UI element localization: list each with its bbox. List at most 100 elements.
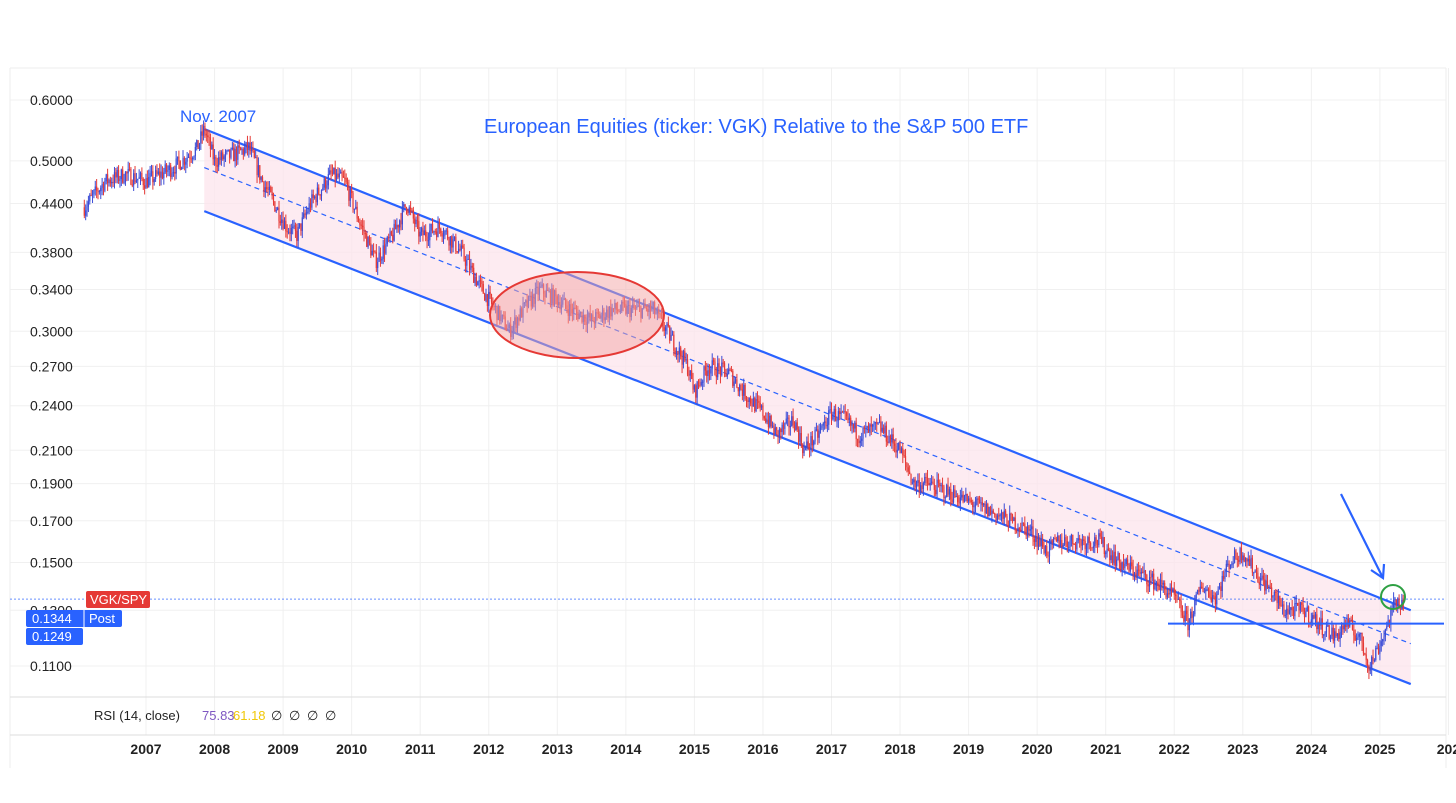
y-axis-tick-labels: 0.6000 0.5000 0.4400 0.3800 0.3400 0.3000 0.27… — [30, 92, 73, 674]
candle-body — [437, 223, 439, 237]
candle-body — [234, 149, 236, 162]
candle-body — [681, 356, 683, 365]
candle-body — [1058, 535, 1060, 547]
candle-body — [401, 206, 403, 225]
candle-body — [808, 447, 811, 450]
candle-body — [463, 247, 465, 260]
candle-body — [1368, 665, 1370, 671]
candle-body — [198, 143, 201, 149]
rsi-empty-mark-2: ∅ — [289, 708, 300, 723]
candle-body — [415, 219, 417, 225]
candle-body — [224, 151, 227, 157]
candle-body — [290, 227, 292, 234]
candle-body — [697, 381, 700, 386]
candle-body — [1157, 582, 1159, 586]
breakout-circle[interactable] — [1380, 584, 1406, 610]
candle-body — [854, 422, 856, 429]
channel-upper-line[interactable] — [203, 128, 1412, 612]
candle-body — [987, 504, 989, 517]
candle-body — [1124, 564, 1126, 569]
consolidation-ellipse[interactable] — [489, 271, 665, 359]
candle-body — [197, 140, 199, 149]
candle-body — [407, 210, 409, 214]
candle-body — [459, 248, 461, 251]
candle-body — [1090, 542, 1092, 548]
candle-body — [420, 228, 423, 232]
candle-body — [663, 327, 665, 331]
candle-body — [881, 427, 883, 432]
candle-body — [965, 494, 967, 496]
arrow-annotation[interactable] — [1340, 493, 1386, 580]
support-price-tag[interactable]: 0.1249 — [26, 628, 83, 645]
candle-body — [1362, 642, 1365, 654]
candle-body — [1154, 583, 1156, 590]
candle-body — [707, 370, 709, 377]
candle-body — [946, 485, 948, 498]
support-price-value: 0.1249 — [32, 629, 72, 644]
candle-body — [416, 219, 419, 222]
candle-body — [696, 381, 698, 398]
candle-body — [1225, 563, 1227, 572]
candle-body — [481, 281, 483, 284]
y-tick-label: 0.4400 — [30, 195, 73, 211]
candle-body — [429, 230, 431, 241]
candle-body — [1184, 610, 1186, 622]
candle-body — [1233, 550, 1236, 563]
candle-body — [789, 425, 791, 428]
channel-lower-line[interactable] — [203, 210, 1412, 686]
channel-middle-line[interactable] — [204, 167, 1411, 645]
candle-body — [484, 293, 486, 301]
candle-body — [1329, 636, 1332, 639]
candle-body — [861, 438, 863, 441]
candle-body — [807, 441, 809, 448]
candle-body — [822, 423, 824, 426]
post-label: Post — [89, 611, 115, 626]
candle-body — [821, 425, 823, 428]
candle-body — [780, 428, 782, 433]
candle-body — [116, 170, 118, 178]
candle-body — [706, 370, 708, 377]
candle-body — [1088, 537, 1090, 543]
candle-body — [298, 223, 301, 227]
candle-body — [111, 181, 113, 184]
candle-body — [988, 507, 990, 517]
candle-body — [1026, 526, 1029, 536]
candle-body — [426, 236, 428, 241]
candle-body — [457, 248, 460, 253]
post-price-tag[interactable]: 0.1344 Post — [26, 610, 122, 627]
candle-body — [1081, 539, 1083, 546]
candle-body — [278, 207, 280, 222]
candle-body — [787, 417, 789, 419]
candle-body — [1379, 645, 1381, 654]
candle-body — [998, 515, 1000, 517]
candle-body — [771, 425, 774, 427]
x-tick-label: 2018 — [884, 741, 915, 757]
candle-body — [466, 259, 468, 266]
candle-body — [144, 185, 146, 189]
symbol-price-tag[interactable]: VGK/SPY — [86, 591, 150, 608]
candle-body — [1246, 558, 1248, 562]
candle-body — [983, 503, 985, 506]
candle-body — [486, 294, 488, 306]
candle-body — [1262, 575, 1264, 580]
candle-body — [1098, 533, 1100, 546]
candle-body — [851, 424, 853, 426]
candle-body — [1228, 563, 1230, 569]
candle-body — [112, 181, 114, 184]
candle-body — [257, 165, 260, 176]
candle-body — [733, 381, 735, 386]
rsi-label: RSI (14, close) — [94, 708, 180, 723]
candle-body — [795, 422, 797, 431]
candle-body — [1328, 625, 1330, 639]
candle-body — [760, 405, 763, 408]
candle-body — [1125, 559, 1127, 565]
candle-body — [732, 370, 734, 386]
candle-body — [1120, 562, 1122, 570]
candle-body — [104, 181, 106, 191]
candle-body — [126, 172, 128, 174]
candle-body — [399, 220, 401, 228]
candle-body — [839, 411, 841, 414]
candle-body — [171, 173, 173, 177]
rsi-legend[interactable]: RSI (14, close) 75.83 61.18 ∅ ∅ ∅ ∅ — [94, 708, 336, 723]
candle-body — [255, 157, 257, 159]
